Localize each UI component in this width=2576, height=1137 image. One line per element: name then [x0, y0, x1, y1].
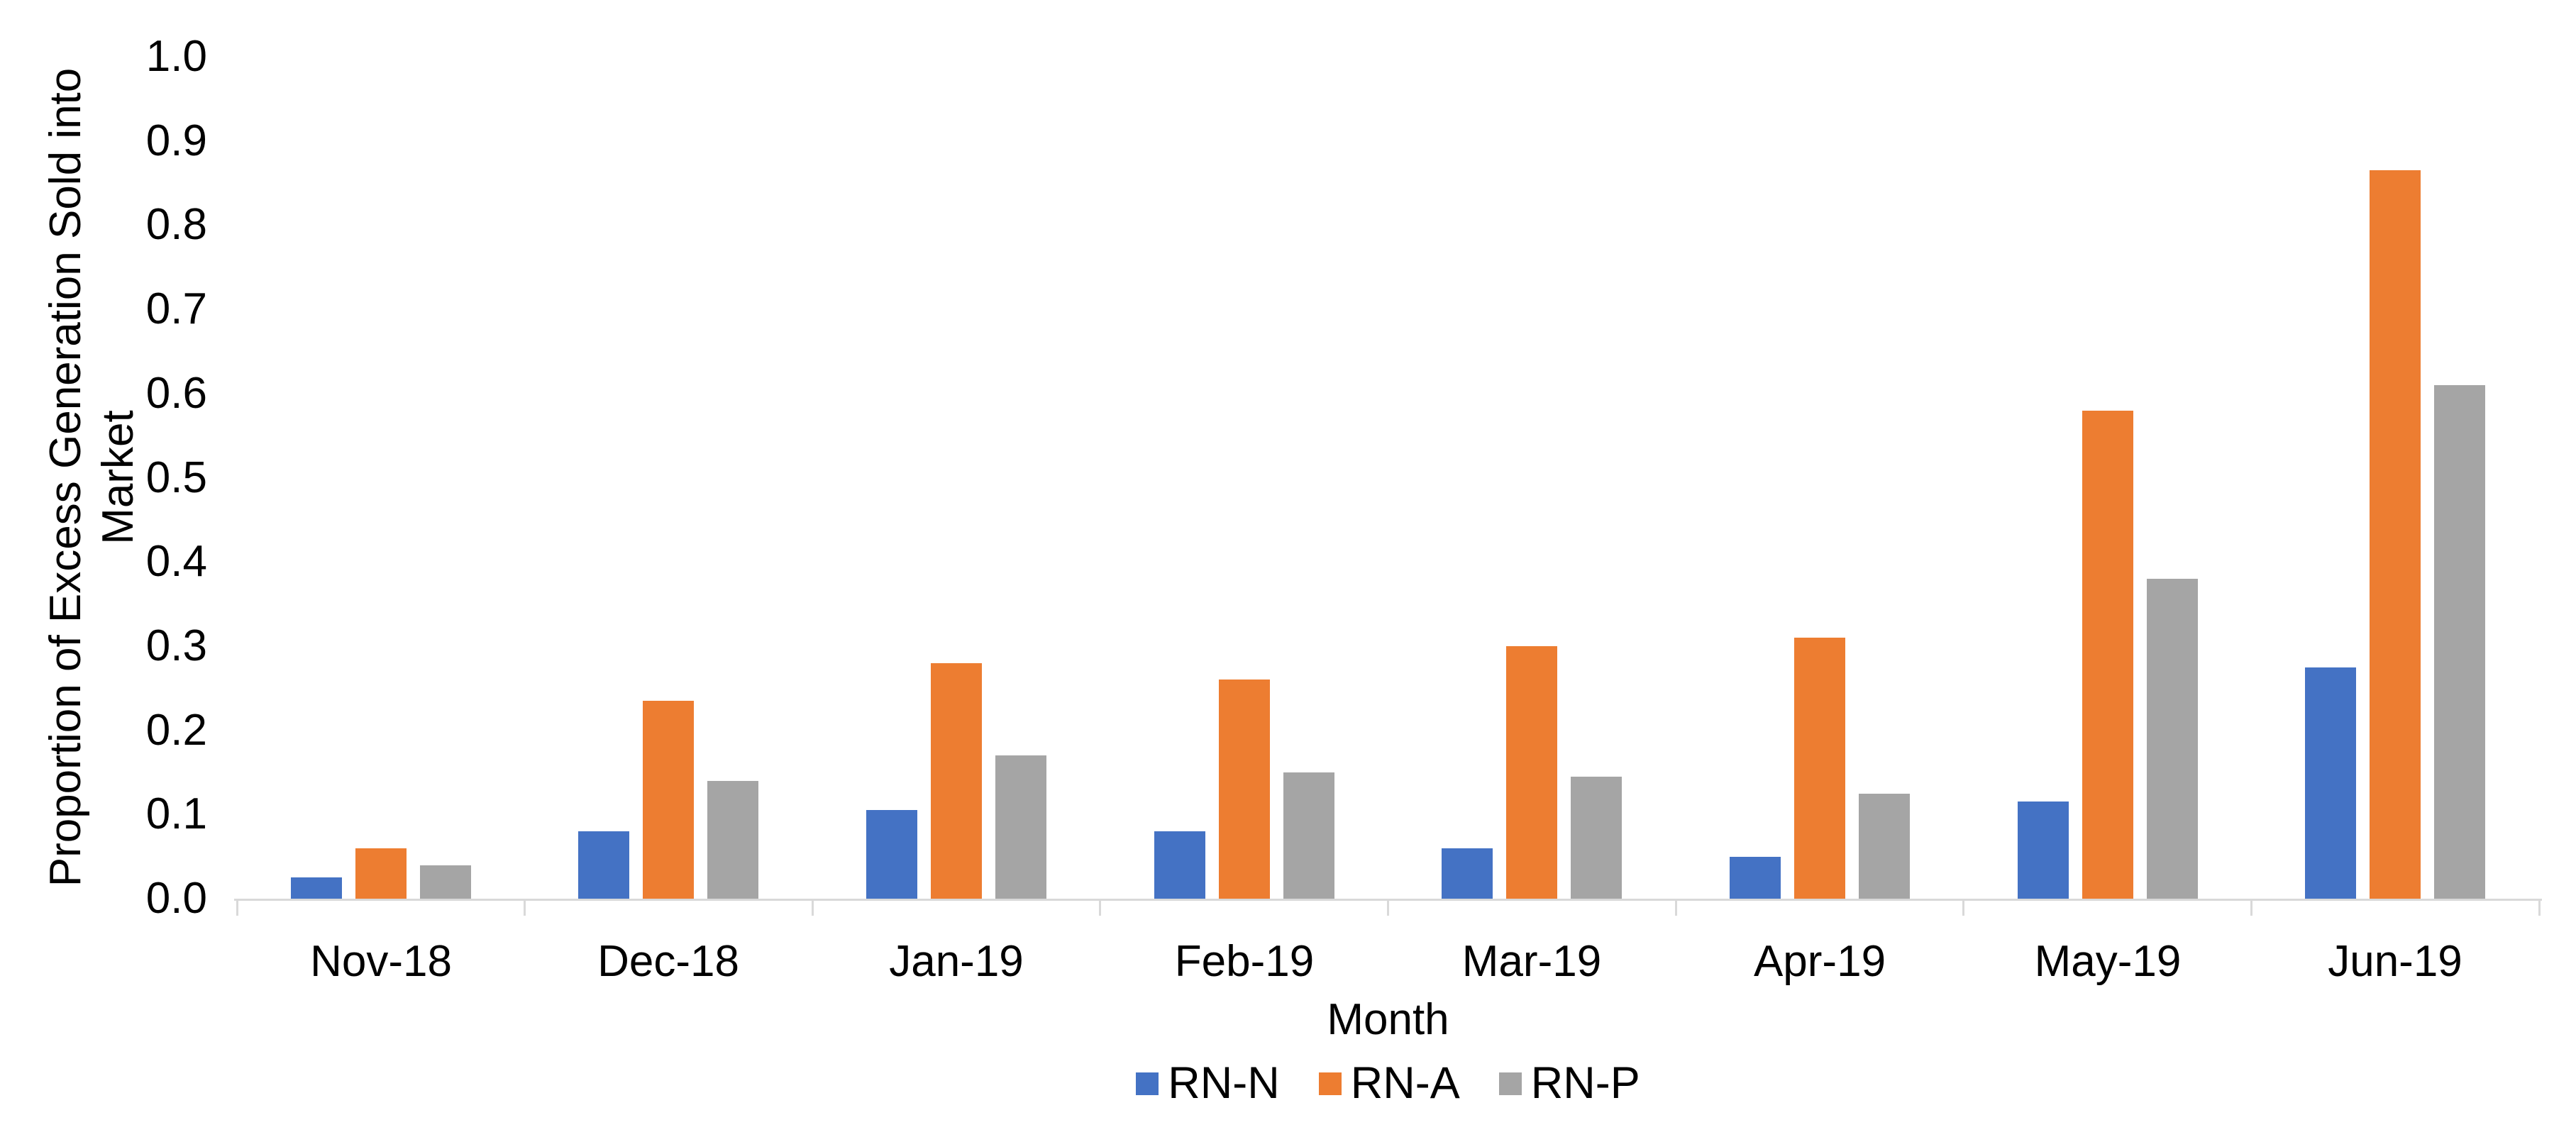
y-tick-label-0.2: 0.2 — [145, 705, 207, 755]
bar-group-Jun-19 — [2251, 170, 2539, 899]
legend-marker-RN-A — [1318, 1072, 1342, 1095]
bar-RN-A-Jan-19 — [931, 663, 983, 899]
x-axis-tick-mark — [1099, 899, 1101, 916]
x-axis-tick-mark — [524, 899, 526, 916]
legend-marker-RN-N — [1136, 1072, 1159, 1095]
chart-legend: RN-N RN-A RN-P — [237, 1061, 2539, 1106]
bar-group-Jan-19 — [812, 663, 1100, 899]
y-tick-label-0.0: 0.0 — [145, 874, 207, 923]
category-cell-Dec-18 — [525, 57, 813, 899]
bar-RN-A-Mar-19 — [1506, 646, 1558, 899]
bar-RN-N-Apr-19 — [1729, 857, 1781, 899]
plot-area — [237, 57, 2539, 899]
y-tick-label-0.6: 0.6 — [145, 368, 207, 418]
y-tick-label-0.4: 0.4 — [145, 537, 207, 587]
x-axis-tick-mark — [236, 899, 238, 916]
x-axis-title: Month — [1327, 995, 1449, 1044]
bar-RN-P-Apr-19 — [1858, 794, 1910, 899]
y-tick-label-0.5: 0.5 — [145, 453, 207, 502]
category-cell-Jan-19 — [812, 57, 1100, 899]
bar-RN-A-Apr-19 — [1793, 638, 1845, 899]
x-axis-tick-mark — [1675, 899, 1677, 916]
x-tick-label-Jan-19: Jan-19 — [889, 937, 1024, 986]
bar-RN-P-Nov-18 — [419, 865, 471, 899]
y-tick-label-1.0: 1.0 — [145, 32, 207, 81]
bar-group-Apr-19 — [1676, 638, 1964, 899]
x-tick-label-Mar-19: Mar-19 — [1461, 937, 1602, 986]
category-cell-Feb-19 — [1100, 57, 1388, 899]
bar-RN-A-May-19 — [2082, 411, 2133, 899]
bar-group-Nov-18 — [237, 848, 525, 899]
legend-label-RN-N: RN-N — [1168, 1058, 1280, 1108]
x-axis-tick-mark — [2538, 899, 2541, 916]
legend-item-RN-P: RN-P — [1498, 1058, 1640, 1108]
y-tick-label-0.7: 0.7 — [145, 284, 207, 334]
bar-RN-P-Jun-19 — [2434, 385, 2486, 899]
bar-RN-N-Jan-19 — [866, 810, 918, 899]
x-axis-tick-mark — [1962, 899, 1964, 916]
bar-RN-P-Dec-18 — [707, 781, 759, 899]
x-axis-tick-mark — [812, 899, 814, 916]
legend-label-RN-P: RN-P — [1530, 1058, 1640, 1108]
bar-RN-N-May-19 — [2017, 802, 2069, 899]
x-tick-label-Apr-19: Apr-19 — [1753, 937, 1886, 986]
legend-marker-RN-P — [1498, 1072, 1522, 1095]
bar-RN-P-Jan-19 — [995, 755, 1047, 899]
bar-RN-P-Feb-19 — [1283, 772, 1334, 899]
bar-RN-N-Jun-19 — [2305, 667, 2357, 899]
y-tick-label-0.9: 0.9 — [145, 116, 207, 165]
x-tick-label-Feb-19: Feb-19 — [1174, 937, 1315, 986]
bar-RN-P-Mar-19 — [1571, 777, 1623, 899]
x-axis-tick-mark — [2250, 899, 2252, 916]
bar-RN-A-Feb-19 — [1218, 680, 1270, 899]
category-cell-Mar-19 — [1388, 57, 1676, 899]
bar-RN-A-Nov-18 — [355, 848, 407, 899]
category-cell-Nov-18 — [237, 57, 525, 899]
bar-group-Dec-18 — [525, 701, 813, 899]
x-tick-label-May-19: May-19 — [2034, 937, 2182, 986]
bar-RN-P-May-19 — [2146, 579, 2198, 899]
legend-label-RN-A: RN-A — [1350, 1058, 1460, 1108]
bar-group-May-19 — [1964, 411, 2252, 899]
x-tick-label-Dec-18: Dec-18 — [597, 937, 739, 986]
bar-RN-N-Feb-19 — [1154, 831, 1205, 899]
category-cell-Apr-19 — [1676, 57, 1964, 899]
category-cell-May-19 — [1964, 57, 2252, 899]
y-tick-label-0.1: 0.1 — [145, 789, 207, 839]
bar-RN-N-Nov-18 — [290, 877, 342, 899]
bar-RN-N-Dec-18 — [578, 831, 630, 899]
bar-RN-A-Dec-18 — [643, 701, 695, 899]
bar-group-Mar-19 — [1388, 646, 1676, 899]
legend-item-RN-A: RN-A — [1318, 1058, 1460, 1108]
x-axis-tick-mark — [1387, 899, 1389, 916]
y-tick-label-0.3: 0.3 — [145, 621, 207, 670]
bar-RN-N-Mar-19 — [1442, 848, 1493, 899]
bar-RN-A-Jun-19 — [2370, 170, 2421, 899]
x-tick-label-Jun-19: Jun-19 — [2328, 937, 2462, 986]
bar-group-Feb-19 — [1100, 680, 1388, 899]
y-tick-label-0.8: 0.8 — [145, 200, 207, 250]
category-cell-Jun-19 — [2251, 57, 2539, 899]
legend-item-RN-N: RN-N — [1136, 1058, 1280, 1108]
x-tick-label-Nov-18: Nov-18 — [310, 937, 452, 986]
